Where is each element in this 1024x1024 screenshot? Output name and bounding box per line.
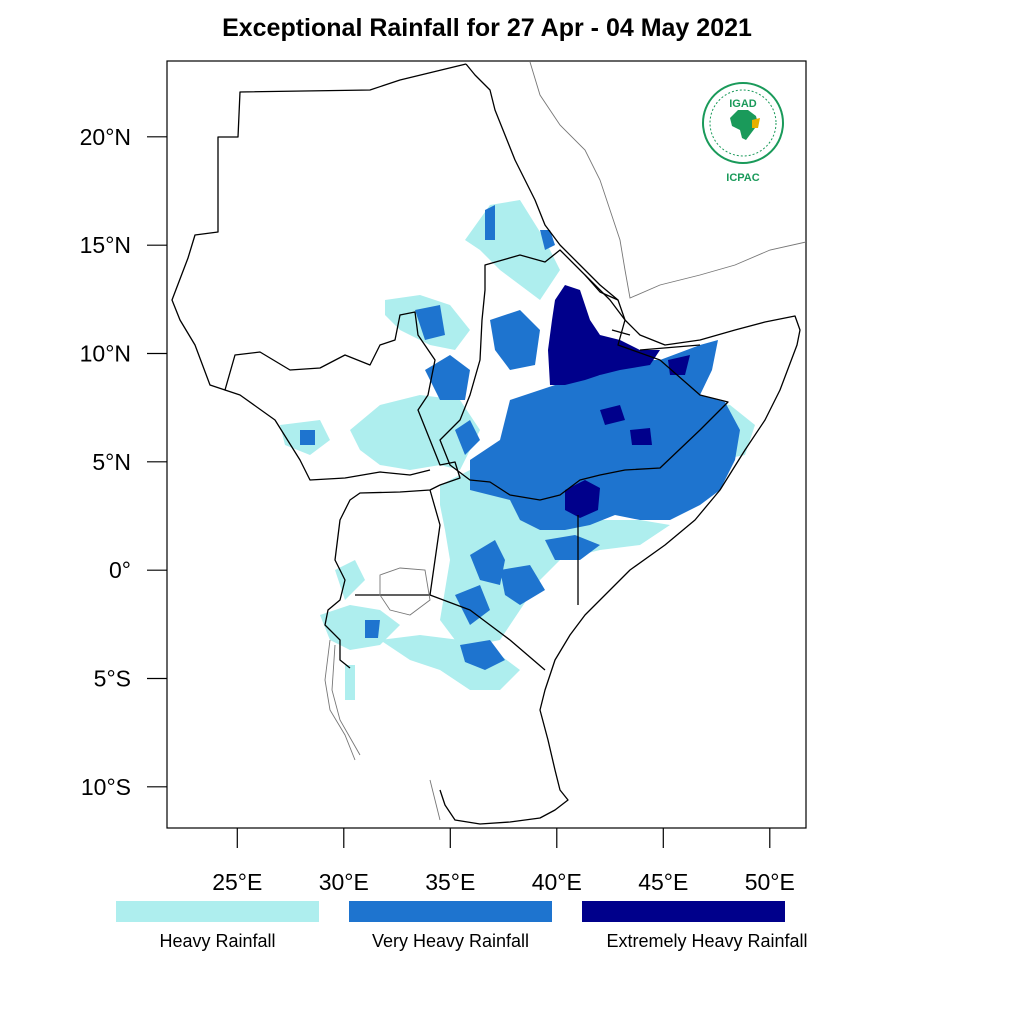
- lon-tick-label: 30°E: [319, 869, 369, 895]
- latitude-axis: 20°N 15°N 10°N 5°N 0° 5°S 10°S: [80, 124, 167, 800]
- legend-label-extremely-heavy: Extremely Heavy Rainfall: [606, 931, 808, 951]
- legend-label-very-heavy: Very Heavy Rainfall: [371, 931, 530, 951]
- country-borders: [171, 63, 801, 825]
- longitude-axis: 25°E 30°E 35°E 40°E 45°E 50°E: [212, 828, 795, 895]
- lat-tick-label: 5°N: [92, 449, 131, 475]
- lon-tick-label: 40°E: [532, 869, 582, 895]
- lat-tick-label: 20°N: [80, 124, 131, 150]
- lat-tick-label: 10°S: [81, 774, 131, 800]
- lat-tick-label: 0°: [109, 557, 131, 583]
- lat-tick-label: 5°S: [94, 666, 131, 692]
- map-title: Exceptional Rainfall for 27 Apr - 04 May…: [222, 14, 752, 42]
- lon-tick-label: 25°E: [212, 869, 262, 895]
- extremely-heavy-rainfall-areas: [548, 285, 690, 518]
- lon-tick-label: 45°E: [638, 869, 688, 895]
- legend-swatch-very-heavy: [349, 901, 552, 922]
- lat-tick-label: 15°N: [80, 232, 131, 258]
- africa-map-icon: [730, 110, 758, 140]
- logo-icpac-text: ICPAC: [726, 172, 759, 184]
- legend-label-heavy: Heavy Rainfall: [159, 931, 276, 951]
- neighbor-borders: [324, 61, 806, 821]
- logo-igad-text: IGAD: [729, 98, 757, 110]
- lon-tick-label: 50°E: [745, 869, 795, 895]
- legend-swatch-heavy: [116, 901, 319, 922]
- lon-tick-label: 35°E: [425, 869, 475, 895]
- legend-swatch-extremely-heavy: [582, 901, 785, 922]
- lat-tick-label: 10°N: [80, 341, 131, 367]
- very-heavy-rainfall-areas: [300, 205, 740, 670]
- icpac-logo: IGAD ICPAC: [702, 82, 784, 184]
